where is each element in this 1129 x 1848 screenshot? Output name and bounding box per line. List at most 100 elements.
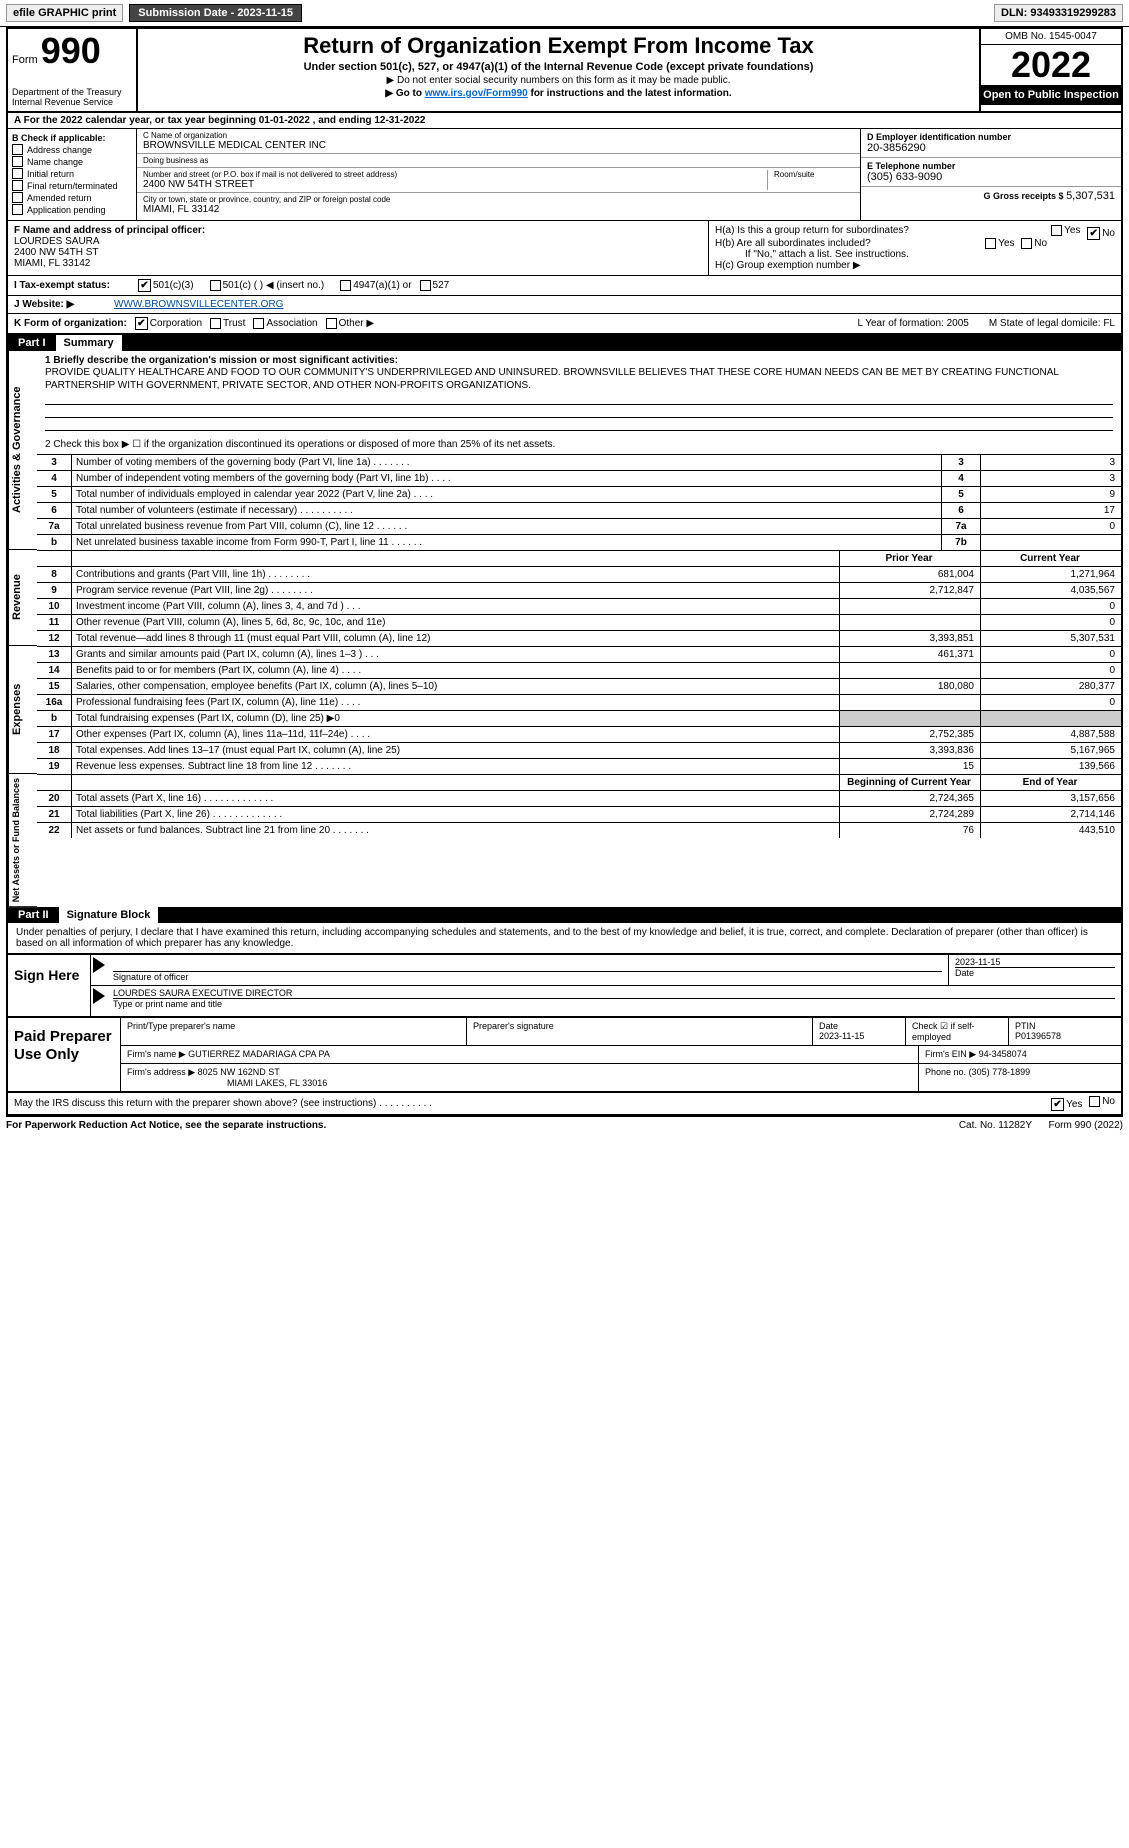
ha-no[interactable]: ✔: [1087, 227, 1100, 240]
table-row: 22Net assets or fund balances. Subtract …: [37, 823, 1121, 839]
tax-year: 2022: [981, 45, 1121, 85]
cat-no: Cat. No. 11282Y: [959, 1120, 1032, 1131]
table-row: 15Salaries, other compensation, employee…: [37, 679, 1121, 695]
city-label: City or town, state or province, country…: [143, 195, 854, 204]
table-row: 7aTotal unrelated business revenue from …: [37, 519, 1121, 535]
table-row: bNet unrelated business taxable income f…: [37, 535, 1121, 551]
sign-here-block: Sign Here Signature of officer 2023-11-1…: [8, 955, 1121, 1018]
chk-corporation[interactable]: ✔: [135, 317, 148, 330]
firm-addr1: 8025 NW 162ND ST: [198, 1067, 280, 1077]
table-row: 5Total number of individuals employed in…: [37, 487, 1121, 503]
vtab-revenue: Revenue: [8, 550, 37, 646]
preparer-date: 2023-11-15: [819, 1031, 899, 1041]
chk-initial-return[interactable]: [12, 168, 23, 179]
sig-date: 2023-11-15: [955, 957, 1115, 967]
hb-yes[interactable]: [985, 238, 996, 249]
form-ref: Form 990 (2022): [1049, 1120, 1123, 1131]
officer-name-title: LOURDES SAURA EXECUTIVE DIRECTOR: [113, 988, 1115, 998]
form-word: Form: [12, 54, 38, 66]
expenses-section: Expenses 13Grants and similar amounts pa…: [8, 646, 1121, 774]
footer-final: For Paperwork Reduction Act Notice, see …: [0, 1117, 1129, 1134]
chk-4947[interactable]: [340, 280, 351, 291]
tax-exempt-status-row: I Tax-exempt status: ✔ 501(c)(3) 501(c) …: [8, 276, 1121, 296]
form-990-frame: Form 990 Department of the Treasury Inte…: [6, 27, 1123, 1117]
state-domicile: M State of legal domicile: FL: [989, 318, 1115, 329]
chk-final-return[interactable]: [12, 180, 23, 191]
year-formation: L Year of formation: 2005: [857, 318, 968, 329]
arrow-icon: [93, 957, 105, 973]
ssn-warning: ▶ Do not enter social security numbers o…: [144, 75, 973, 86]
table-row: 18Total expenses. Add lines 13–17 (must …: [37, 743, 1121, 759]
firm-ein: 94-3458074: [979, 1049, 1027, 1059]
officer-addr1: 2400 NW 54TH ST: [14, 247, 702, 258]
form-subtitle: Under section 501(c), 527, or 4947(a)(1)…: [144, 61, 973, 73]
table-row: 10Investment income (Part VIII, column (…: [37, 599, 1121, 615]
room-label: Room/suite: [774, 170, 854, 179]
gross-label: G Gross receipts $: [984, 191, 1064, 201]
revenue-table: Prior Year Current Year 8Contributions a…: [37, 550, 1121, 646]
city-value: MIAMI, FL 33142: [143, 204, 854, 215]
website-row: J Website: ▶ WWW.BROWNSVILLECENTER.ORG: [8, 296, 1121, 314]
dln-label: DLN: 93493319299283: [994, 4, 1123, 22]
paid-preparer-label: Paid Preparer Use Only: [8, 1018, 121, 1091]
signature-intro: Under penalties of perjury, I declare th…: [8, 923, 1121, 955]
q2-checkbox-line: 2 Check this box ▶ ☐ if the organization…: [37, 435, 1121, 454]
table-row: 12Total revenue—add lines 8 through 11 (…: [37, 631, 1121, 647]
submission-date-button[interactable]: Submission Date - 2023-11-15: [129, 4, 302, 22]
chk-app-pending[interactable]: [12, 204, 23, 215]
chk-501c3[interactable]: ✔: [138, 279, 151, 292]
name-title-label: Type or print name and title: [113, 998, 1115, 1009]
table-row: 8Contributions and grants (Part VIII, li…: [37, 567, 1121, 583]
org-name-label: C Name of organization: [143, 131, 854, 140]
omb-number: OMB No. 1545-0047: [981, 29, 1121, 45]
chk-527[interactable]: [420, 280, 431, 291]
firm-phone: (305) 778-1899: [969, 1067, 1031, 1077]
form-number: 990: [41, 30, 101, 71]
vtab-expenses: Expenses: [8, 646, 37, 774]
group-return-h: H(a) Is this a group return for subordin…: [709, 221, 1121, 275]
dept-irs: Internal Revenue Service: [12, 97, 132, 107]
chk-association[interactable]: [253, 318, 264, 329]
col-b-title: B Check if applicable:: [12, 133, 132, 143]
chk-address-change[interactable]: [12, 144, 23, 155]
header-right: OMB No. 1545-0047 2022 Open to Public In…: [979, 29, 1121, 111]
org-name: BROWNSVILLE MEDICAL CENTER INC: [143, 140, 854, 151]
chk-amended[interactable]: [12, 192, 23, 203]
mission-text: PROVIDE QUALITY HEALTHCARE AND FOOD TO O…: [45, 366, 1113, 392]
hc-group-exemption: H(c) Group exemption number ▶: [715, 260, 1115, 271]
irs-discuss-row: May the IRS discuss this return with the…: [8, 1093, 1121, 1115]
table-row: 9Program service revenue (Part VIII, lin…: [37, 583, 1121, 599]
ptin-value: P01396578: [1015, 1031, 1115, 1041]
table-row: 19Revenue less expenses. Subtract line 1…: [37, 759, 1121, 775]
principal-officer: F Name and address of principal officer:…: [8, 221, 709, 275]
chk-name-change[interactable]: [12, 156, 23, 167]
ein-value: 20-3856290: [867, 142, 1115, 154]
sig-date-label: Date: [955, 967, 1115, 978]
table-row: 20Total assets (Part X, line 16) . . . .…: [37, 791, 1121, 807]
row-a-tax-year: A For the 2022 calendar year, or tax yea…: [8, 113, 1121, 129]
part1-header: Part I Summary: [8, 335, 1121, 351]
efile-label: efile GRAPHIC print: [6, 4, 123, 22]
gross-value: 5,307,531: [1066, 190, 1115, 202]
hb-no[interactable]: [1021, 238, 1032, 249]
chk-other[interactable]: [326, 318, 337, 329]
table-row: 21Total liabilities (Part X, line 26) . …: [37, 807, 1121, 823]
irs-link[interactable]: www.irs.gov/Form990: [425, 88, 528, 99]
website-link[interactable]: WWW.BROWNSVILLECENTER.ORG: [114, 299, 283, 310]
arrow-icon: [93, 988, 105, 1004]
table-row: 6Total number of volunteers (estimate if…: [37, 503, 1121, 519]
chk-501c[interactable]: [210, 280, 221, 291]
street-value: 2400 NW 54TH STREET: [143, 179, 761, 190]
section-f-h: F Name and address of principal officer:…: [8, 221, 1121, 276]
ha-yes[interactable]: [1051, 225, 1062, 236]
section-bcdefg: B Check if applicable: Address change Na…: [8, 129, 1121, 221]
expenses-table: 13Grants and similar amounts paid (Part …: [37, 646, 1121, 774]
revenue-section: Revenue Prior Year Current Year 8Contrib…: [8, 550, 1121, 646]
dba-label: Doing business as: [143, 156, 854, 165]
discuss-yes[interactable]: ✔: [1051, 1098, 1064, 1111]
discuss-no[interactable]: [1089, 1096, 1100, 1107]
vtab-netassets: Net Assets or Fund Balances: [8, 774, 37, 907]
form-title: Return of Organization Exempt From Incom…: [144, 33, 973, 59]
chk-trust[interactable]: [210, 318, 221, 329]
phone-label: E Telephone number: [867, 161, 1115, 171]
